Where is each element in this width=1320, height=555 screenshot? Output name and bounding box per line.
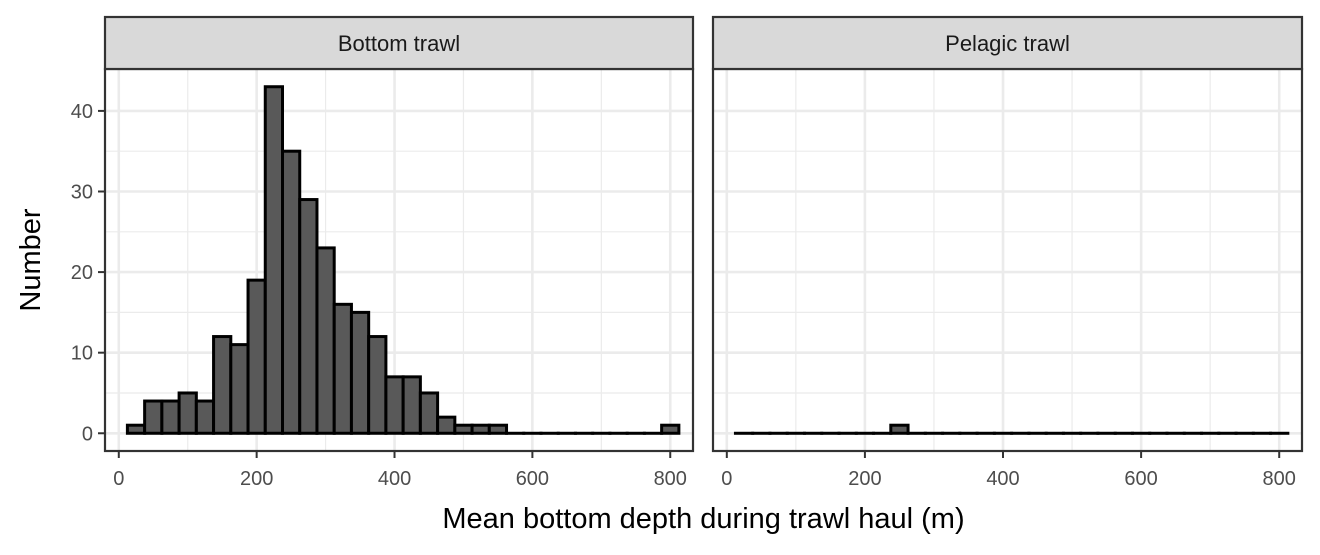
y-tick-label: 30 — [71, 181, 93, 203]
panel-background — [713, 69, 1302, 451]
x-tick-label: 200 — [240, 468, 273, 490]
histogram-bar — [403, 377, 420, 433]
histogram-bar — [300, 200, 317, 434]
histogram-bar — [283, 151, 300, 433]
histogram-bar — [162, 401, 179, 433]
y-tick-label: 0 — [82, 423, 93, 445]
histogram-bar — [334, 304, 351, 433]
histogram-bar — [265, 87, 282, 434]
x-tick-label: 800 — [654, 468, 687, 490]
x-tick-label: 0 — [721, 468, 732, 490]
histogram-bar — [248, 280, 265, 433]
x-tick-label: 0 — [113, 468, 124, 490]
histogram-bar — [351, 312, 368, 433]
x-tick-label: 400 — [378, 468, 411, 490]
y-tick-label: 40 — [71, 101, 93, 123]
x-tick-label: 400 — [986, 468, 1019, 490]
y-tick-label: 20 — [71, 262, 93, 284]
histogram-bar — [196, 401, 213, 433]
x-tick-label: 600 — [1124, 468, 1157, 490]
histogram-bar — [369, 337, 386, 434]
y-tick-label: 10 — [71, 343, 93, 365]
facet-strip-label: Bottom trawl — [338, 31, 460, 56]
histogram-bar — [214, 337, 231, 434]
histogram-bar — [231, 345, 248, 434]
histogram-bar — [489, 425, 506, 433]
y-axis-title: Number — [15, 208, 47, 311]
x-axis-title: Mean bottom depth during trawl haul (m) — [442, 503, 964, 535]
histogram-bar — [420, 393, 437, 433]
histogram-bar — [145, 401, 162, 433]
histogram-bar — [472, 425, 489, 433]
histogram-bar — [127, 425, 144, 433]
facet-strip-label: Pelagic trawl — [945, 31, 1070, 56]
histogram-bar — [891, 425, 908, 433]
x-tick-label: 200 — [848, 468, 881, 490]
histogram-bar — [455, 425, 472, 433]
histogram-bar — [179, 393, 196, 433]
x-tick-label: 600 — [516, 468, 549, 490]
histogram-bar — [317, 248, 334, 433]
histogram-bar — [386, 377, 403, 433]
histogram-bar — [662, 425, 679, 433]
x-tick-label: 800 — [1263, 468, 1296, 490]
histogram-bar — [438, 417, 455, 433]
